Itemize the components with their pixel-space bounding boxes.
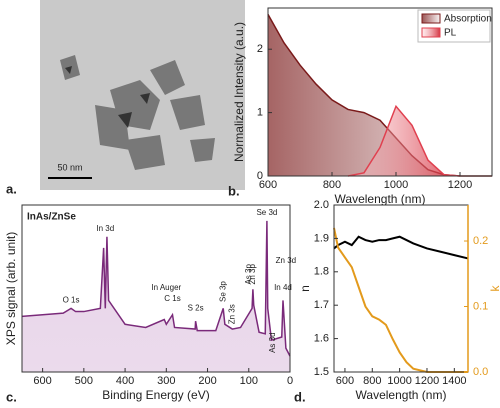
x-axis-label: Binding Energy (eV) [102, 388, 209, 402]
x-tick-label: 1200 [448, 179, 472, 191]
legend-swatch [421, 13, 441, 24]
y-axis-label: XPS signal (arb. unit) [4, 232, 18, 345]
x-axis-label: Wavelength (nm) [356, 388, 447, 402]
x-tick-label: 1200 [415, 375, 439, 387]
x-tick-label: 800 [323, 179, 341, 191]
x-tick-label: 0 [287, 375, 293, 387]
annotation: S 2s [188, 303, 204, 312]
y-tick-label: 1.5 [314, 366, 329, 378]
legend-label: PL [444, 28, 457, 39]
x-tick-label: 600 [336, 375, 354, 387]
x-tick-label: 400 [116, 375, 134, 387]
x-axis-label: Wavelength (nm) [335, 192, 426, 206]
panel-label: d. [294, 389, 306, 404]
y2-tick-label: 0.2 [473, 235, 488, 247]
x-tick-label: 800 [363, 375, 381, 387]
x-tick-label: 100 [240, 375, 258, 387]
y2-axis-label: k [488, 285, 500, 292]
y-tick-label: 1.7 [314, 299, 329, 311]
y-tick-label: 1.9 [314, 232, 329, 244]
x-tick-label: 200 [198, 375, 216, 387]
x-tick-label: 1400 [442, 375, 466, 387]
y-axis-label: Normalized Intensity (a.u.) [232, 22, 246, 162]
panel-label: a. [6, 181, 17, 196]
x-tick-label: 1000 [387, 375, 411, 387]
annotation: In 3d [96, 224, 114, 233]
annotation: Se 3p [218, 281, 227, 302]
annotation: As 3p [244, 264, 253, 285]
y-tick-label: 0 [257, 170, 263, 182]
annotation: In Auger [151, 283, 181, 292]
area [22, 220, 290, 372]
legend-label: Absorption [444, 14, 492, 25]
chart: 600 500 400 300 200 100 0 Binding Energy (eV) XP… [4, 204, 296, 402]
annotation: C 1s [164, 294, 180, 303]
annotation: Zn 3d [276, 256, 296, 265]
panel-label: b. [228, 183, 240, 198]
annotation: Zn 3p [248, 264, 257, 285]
y-tick-label: 2.0 [314, 199, 329, 211]
annotation: O 1s [63, 296, 80, 305]
y-tick-label: 1 [257, 107, 263, 119]
y2-tick-label: 0.1 [473, 300, 488, 312]
y-tick-label: 1.8 [314, 266, 329, 278]
plot-frame [267, 7, 493, 177]
y-tick-label: 1.6 [314, 333, 329, 345]
annotation: Zn 3s [227, 304, 236, 324]
x-tick-label: 600 [33, 375, 51, 387]
x-tick-label: 1000 [384, 179, 408, 191]
annotation: As 3d [268, 332, 277, 352]
annotation: In 4d [274, 283, 292, 292]
line [347, 104, 461, 177]
y-axis-label: n [298, 285, 312, 292]
chart: 600 800 1000 1200 1400 1.5 1.6 1.7 1.8 1.9 2.0 0.0 0… [298, 199, 500, 402]
line [21, 220, 291, 357]
chart: 600 800 1000 1200 0 1 2 Wavelength (nm) Normaliz… [232, 7, 493, 206]
area [348, 106, 460, 176]
area [268, 14, 492, 176]
y-tick-label: 2 [257, 43, 263, 55]
tem-image: 50 nm [40, 0, 245, 190]
x-tick-label: 600 [259, 179, 277, 191]
plot-frame [333, 204, 469, 373]
x-tick-label: 300 [157, 375, 175, 387]
legend-swatch [421, 27, 441, 38]
y2-tick-label: 0.0 [473, 366, 488, 378]
x-tick-label: 500 [75, 375, 93, 387]
annotation: Se 3d [256, 208, 277, 217]
panel-label: c. [6, 389, 17, 404]
line [333, 235, 469, 260]
chart-title: InAs/ZnSe [27, 212, 76, 223]
scale-bar-label: 50 nm [57, 162, 82, 172]
line [333, 227, 468, 373]
plot-frame [21, 204, 291, 373]
